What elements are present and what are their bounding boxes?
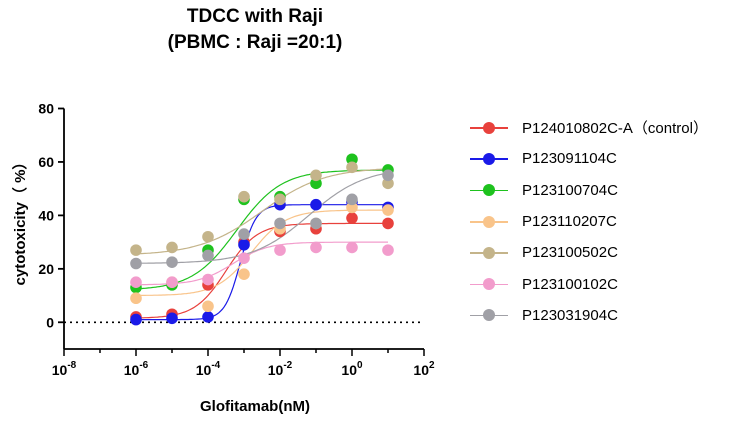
data-point-series-5 bbox=[310, 169, 322, 182]
data-point-series-3 bbox=[346, 153, 358, 166]
legend-swatch bbox=[470, 246, 508, 260]
data-point-series-6 bbox=[166, 276, 178, 288]
data-point-series-7 bbox=[166, 256, 178, 268]
legend-item: P123100102C bbox=[470, 268, 708, 299]
legend-item: P123031904C bbox=[470, 300, 708, 331]
chart-subtitle: (PBMC : Raji =20:1) bbox=[167, 32, 343, 53]
x-tick-label: 10-2 bbox=[268, 360, 293, 378]
x-tick-label: 10-8 bbox=[52, 360, 77, 378]
y-tick-label: 20 bbox=[38, 261, 54, 277]
chart-legend: P124010802C-A（control） P123091104C P123100… bbox=[470, 112, 708, 331]
x-tick-label: 10-4 bbox=[196, 360, 221, 378]
legend-swatch bbox=[470, 152, 508, 166]
x-axis-label: Glofitamab(nM) bbox=[200, 398, 310, 415]
legend-label: P123091104C bbox=[522, 150, 617, 168]
data-point-series-4 bbox=[202, 300, 214, 313]
legend-swatch bbox=[470, 215, 508, 229]
fit-curve-series-7 bbox=[136, 172, 389, 264]
data-point-series-6 bbox=[310, 241, 322, 254]
data-point-series-5 bbox=[346, 161, 358, 174]
y-tick-label: 40 bbox=[38, 207, 54, 223]
legend-item: P123110207C bbox=[470, 206, 708, 237]
data-point-series-7 bbox=[238, 228, 250, 240]
data-point-series-4 bbox=[346, 201, 358, 214]
data-point-series-7 bbox=[382, 169, 394, 182]
data-point-series-6 bbox=[274, 244, 286, 256]
legend-label: P124010802C-A（control） bbox=[522, 120, 708, 138]
data-point-series-2 bbox=[166, 312, 178, 325]
legend-swatch bbox=[470, 121, 508, 135]
legend-swatch bbox=[470, 308, 508, 322]
data-point-series-4 bbox=[130, 292, 142, 305]
legend-item: P123100704C bbox=[470, 175, 708, 206]
data-point-series-5 bbox=[202, 230, 214, 243]
x-tick-label: 102 bbox=[413, 360, 435, 378]
legend-marker bbox=[483, 184, 495, 197]
data-point-series-4 bbox=[238, 268, 250, 280]
data-point-series-5 bbox=[274, 193, 286, 206]
legend-marker bbox=[483, 309, 495, 322]
data-point-series-5 bbox=[130, 244, 142, 256]
data-point-series-6 bbox=[382, 244, 394, 256]
legend-marker bbox=[483, 215, 495, 228]
legend-label: P123100704C bbox=[522, 181, 618, 199]
fit-curve-series-3 bbox=[135, 169, 388, 290]
data-point-series-7 bbox=[346, 193, 358, 206]
legend-swatch bbox=[470, 183, 508, 197]
data-point-series-2 bbox=[238, 238, 250, 251]
legend-marker bbox=[483, 121, 495, 134]
data-point-series-7 bbox=[310, 217, 322, 230]
legend-marker bbox=[483, 152, 495, 165]
data-point-series-5 bbox=[238, 190, 250, 203]
data-point-series-5 bbox=[166, 241, 178, 254]
fit-curve-series-5 bbox=[135, 168, 389, 255]
data-point-series-5 bbox=[382, 177, 394, 190]
y-tick-label: 60 bbox=[38, 154, 54, 170]
fit-curve-series-1 bbox=[135, 222, 388, 319]
x-tick-label: 100 bbox=[341, 360, 363, 378]
data-point-series-1 bbox=[382, 217, 394, 230]
data-point-series-6 bbox=[346, 241, 358, 254]
data-point-series-7 bbox=[130, 257, 142, 270]
legend-item: P124010802C-A（control） bbox=[470, 112, 708, 143]
legend-label: P123100502C bbox=[522, 244, 618, 262]
legend-label: P123110207C bbox=[522, 213, 617, 231]
data-point-series-2 bbox=[310, 198, 322, 211]
chart-title: TDCC with Raji bbox=[186, 6, 324, 27]
data-point-series-6 bbox=[130, 276, 142, 288]
y-axis-label: cytotoxicity（ %） bbox=[12, 154, 29, 286]
data-point-series-1 bbox=[346, 212, 358, 224]
legend-label: P123100102C bbox=[522, 275, 618, 293]
data-point-series-6 bbox=[238, 252, 250, 264]
data-point-series-7 bbox=[274, 217, 286, 230]
data-point-series-6 bbox=[202, 273, 214, 286]
fit-curve-series-4 bbox=[136, 209, 388, 296]
data-point-series-3 bbox=[310, 177, 322, 190]
data-point-series-4 bbox=[382, 204, 394, 216]
fit-curve-series-6 bbox=[136, 241, 388, 286]
data-point-series-2 bbox=[130, 313, 142, 326]
legend-marker bbox=[483, 278, 495, 291]
x-tick-label: 10-6 bbox=[124, 360, 149, 378]
y-tick-label: 0 bbox=[46, 314, 54, 330]
data-point-series-7 bbox=[202, 249, 214, 262]
data-point-series-2 bbox=[202, 311, 214, 323]
y-tick-label: 80 bbox=[38, 101, 54, 117]
legend-marker bbox=[483, 246, 495, 259]
legend-item: P123100502C bbox=[470, 237, 708, 268]
legend-item: P123091104C bbox=[470, 143, 708, 174]
legend-label: P123031904C bbox=[522, 306, 618, 324]
legend-swatch bbox=[470, 277, 508, 291]
